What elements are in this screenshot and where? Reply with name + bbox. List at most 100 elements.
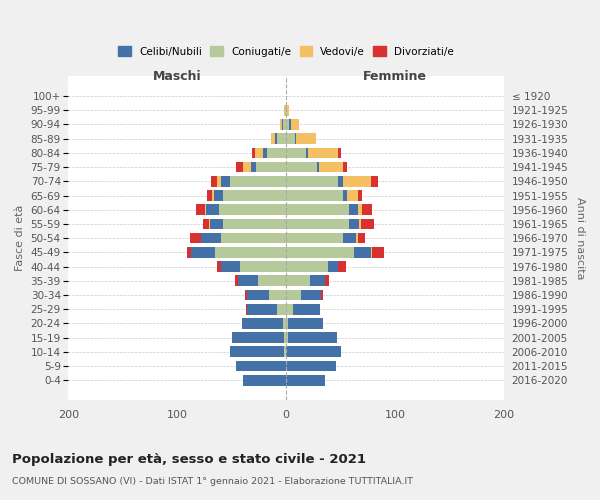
Bar [310,276,325,286]
Bar [293,304,320,314]
Bar [284,105,285,116]
Bar [356,233,358,243]
Bar [362,204,372,215]
Bar [191,247,215,258]
Bar [358,204,362,215]
Bar [296,134,316,144]
Bar [359,218,361,230]
Bar [238,276,258,286]
Bar [289,318,323,328]
Bar [286,204,349,215]
Y-axis label: Fasce di età: Fasce di età [15,205,25,272]
Bar [203,218,209,230]
Bar [283,119,286,130]
Bar [349,204,358,215]
Bar [282,119,283,130]
Bar [246,304,247,314]
Bar [349,218,359,230]
Bar [343,233,356,243]
Bar [286,360,336,372]
Bar [286,148,306,158]
Bar [284,346,286,357]
Bar [247,290,269,300]
Bar [284,332,286,343]
Bar [289,119,290,130]
Bar [214,190,223,201]
Bar [223,218,286,230]
Bar [343,176,371,186]
Bar [266,148,286,158]
Bar [321,290,323,300]
Bar [338,176,343,186]
Bar [343,190,347,201]
Bar [286,346,341,357]
Bar [221,176,230,186]
Bar [286,276,310,286]
Bar [241,261,286,272]
Bar [371,176,377,186]
Bar [328,261,338,272]
Bar [319,162,343,172]
Bar [215,247,286,258]
Bar [187,247,191,258]
Bar [286,176,338,186]
Bar [286,375,325,386]
Bar [207,190,212,201]
Bar [271,134,275,144]
Bar [286,304,293,314]
Bar [242,318,283,328]
Bar [306,148,308,158]
Bar [289,332,337,343]
Bar [236,162,242,172]
Bar [286,290,301,300]
Bar [277,304,286,314]
Bar [286,233,343,243]
Bar [286,261,328,272]
Bar [286,247,353,258]
Bar [205,204,206,215]
Bar [269,290,286,300]
Bar [263,148,266,158]
Bar [236,360,286,372]
Bar [347,190,358,201]
Bar [301,290,321,300]
Bar [230,176,286,186]
Bar [217,261,221,272]
Bar [221,261,241,272]
Bar [343,162,347,172]
Bar [251,162,256,172]
Bar [286,162,317,172]
Bar [286,134,295,144]
Bar [286,318,289,328]
Bar [235,276,238,286]
Bar [353,247,371,258]
Bar [253,148,254,158]
Bar [358,190,362,201]
Bar [218,204,286,215]
Bar [286,190,343,201]
Text: Maschi: Maschi [153,70,202,84]
Bar [232,332,284,343]
Bar [206,204,218,215]
Bar [245,290,247,300]
Bar [286,119,289,130]
Bar [254,148,263,158]
Bar [211,176,217,186]
Bar [190,233,201,243]
Legend: Celibi/Nubili, Coniugati/e, Vedovi/e, Divorziati/e: Celibi/Nubili, Coniugati/e, Vedovi/e, Di… [114,42,458,61]
Bar [210,218,223,230]
Bar [325,276,329,286]
Bar [247,304,277,314]
Text: Femmine: Femmine [363,70,427,84]
Bar [361,218,374,230]
Bar [209,218,210,230]
Bar [286,105,287,116]
Bar [217,176,221,186]
Bar [290,119,299,130]
Bar [277,134,286,144]
Text: Popolazione per età, sesso e stato civile - 2021: Popolazione per età, sesso e stato civil… [12,452,366,466]
Bar [338,261,346,272]
Bar [212,190,214,201]
Bar [308,148,338,158]
Bar [287,105,289,116]
